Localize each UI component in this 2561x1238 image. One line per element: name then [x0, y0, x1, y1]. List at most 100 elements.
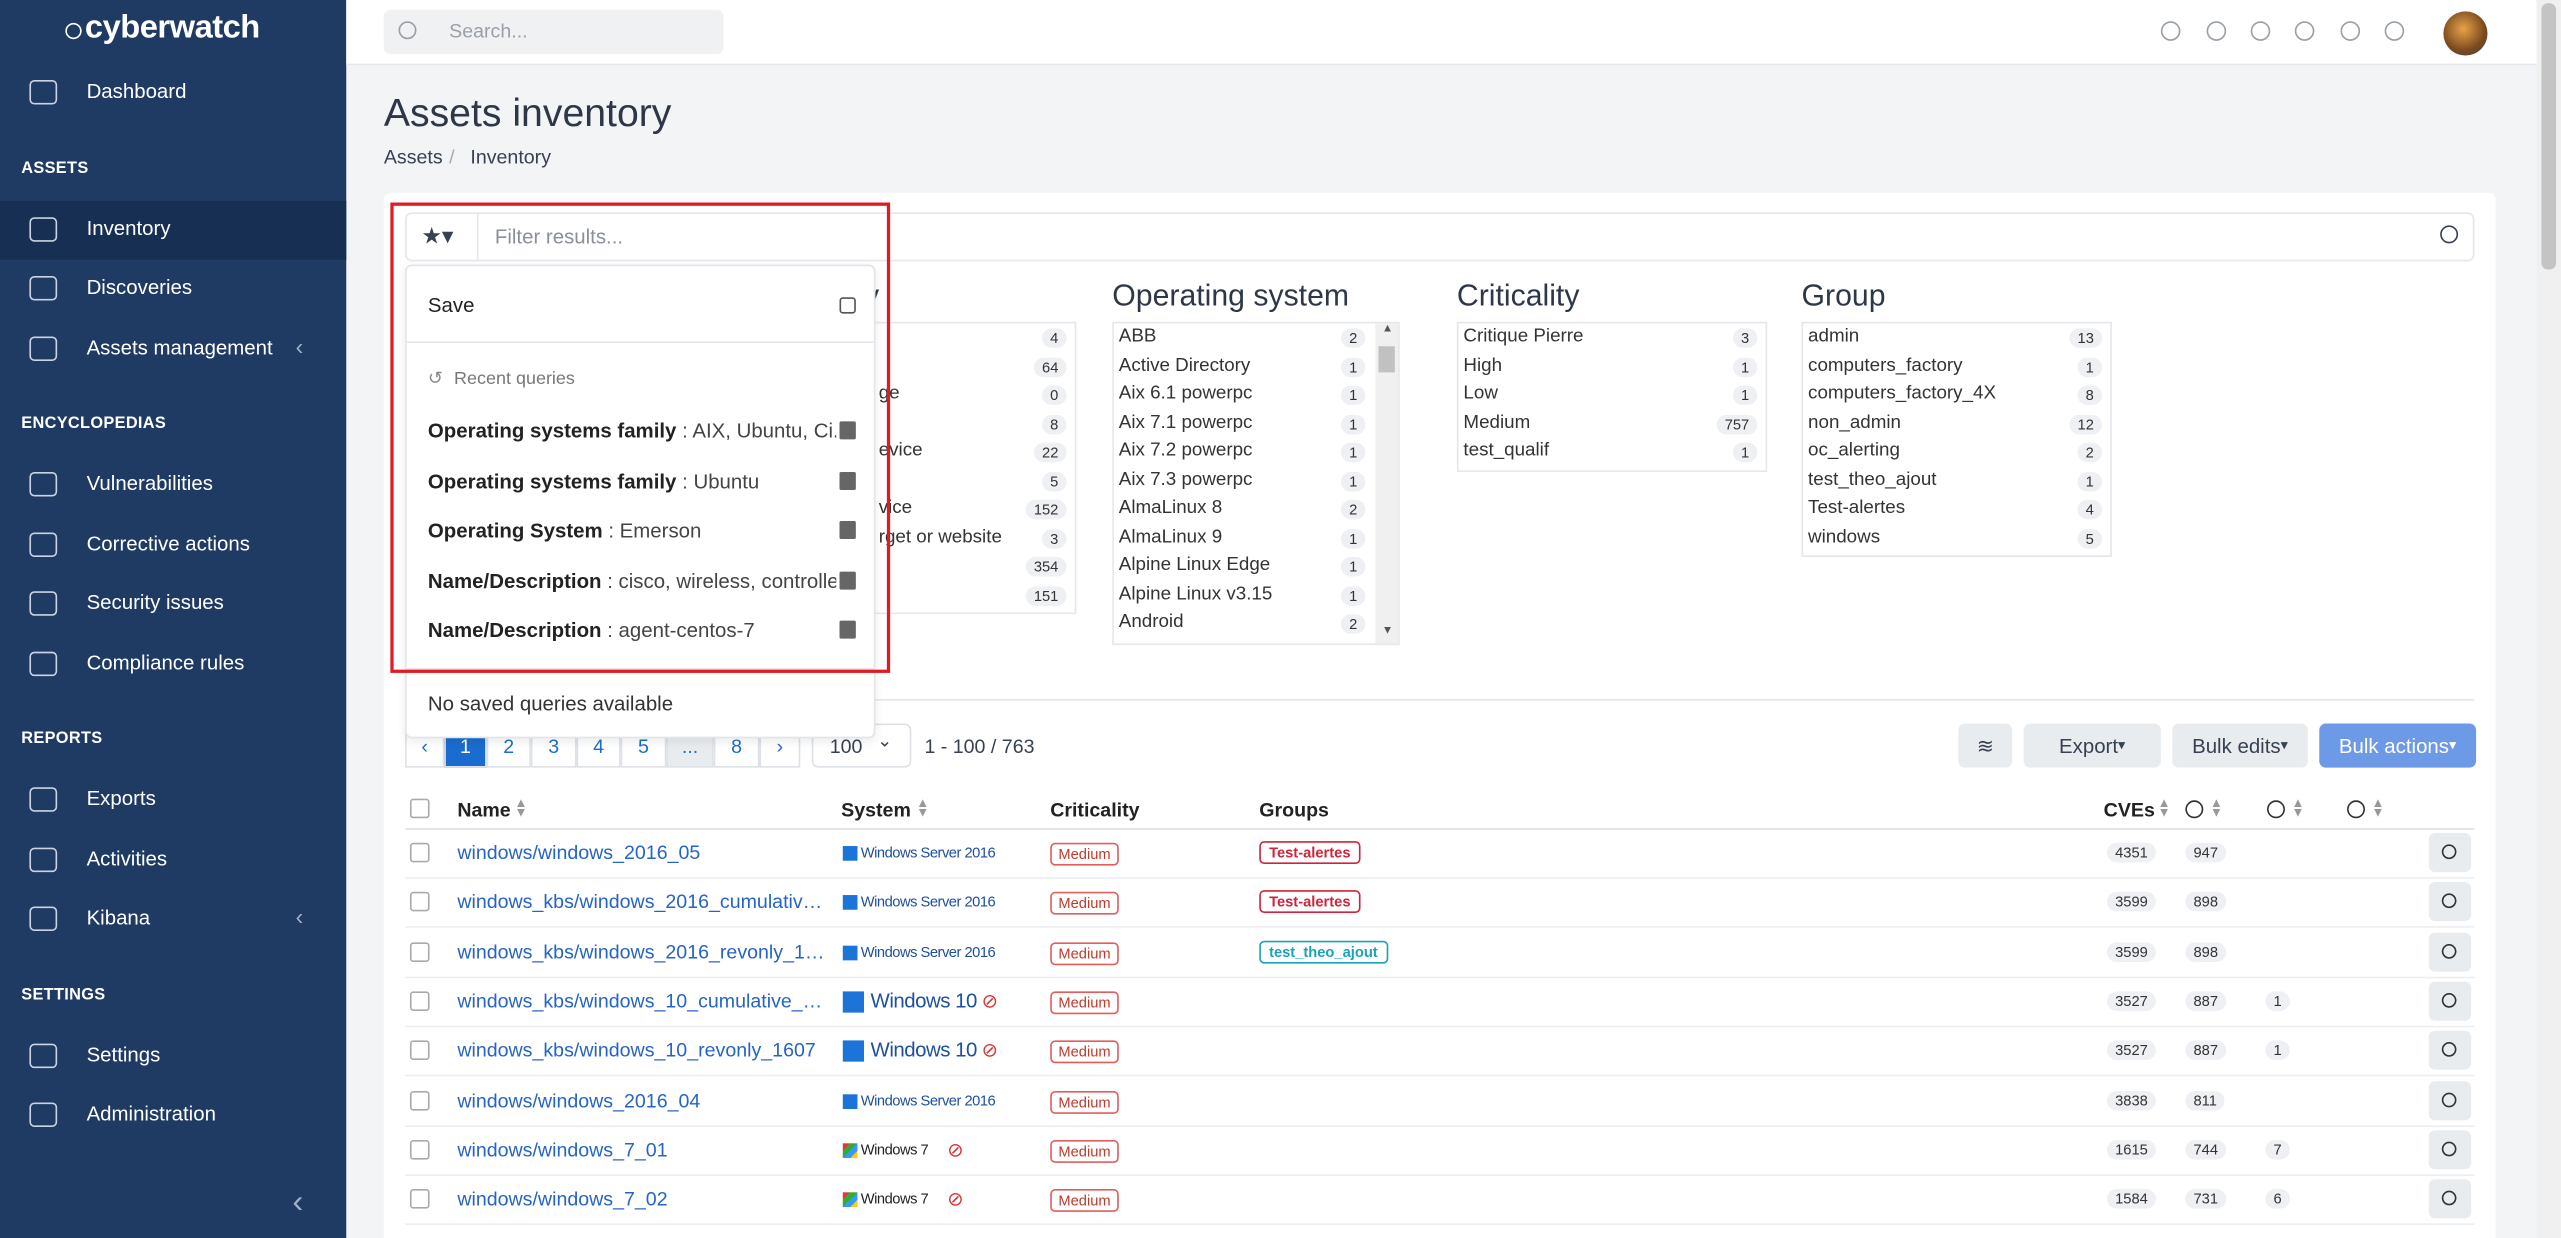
- delete-icon[interactable]: [839, 471, 856, 490]
- asset-name[interactable]: windows/windows_7_02: [457, 1187, 668, 1211]
- nav-item[interactable]: Discoveries: [86, 276, 193, 299]
- recent-query[interactable]: Operating System : Emerson: [428, 520, 836, 543]
- facet-label[interactable]: AlmaLinux 8: [1118, 498, 1223, 518]
- nav-item[interactable]: Administration: [86, 1102, 216, 1126]
- facet-label[interactable]: oc_alerting: [1808, 440, 1900, 461]
- facet-label[interactable]: computers_factory: [1808, 355, 1963, 375]
- query-field: Name/Description: [427, 619, 608, 643]
- facet-label[interactable]: Low: [1463, 383, 1498, 404]
- avatar[interactable]: [2443, 11, 2488, 56]
- facet-label[interactable]: ge: [878, 383, 900, 404]
- top-icon: [2160, 21, 2181, 41]
- recent-query[interactable]: Name/Description : agent-centos-7: [428, 620, 836, 643]
- facet-label[interactable]: Alpine Linux v3.15: [1118, 583, 1273, 604]
- breadcrumb[interactable]: Assets: [383, 145, 443, 169]
- facet-label[interactable]: High: [1463, 355, 1503, 375]
- facet-count: 1: [1340, 414, 1366, 434]
- nav-icon: [29, 787, 58, 812]
- nav-item[interactable]: Kibana: [86, 906, 151, 930]
- facet-label[interactable]: Aix 6.1 powerpc: [1118, 383, 1253, 404]
- nav-active: [0, 200, 347, 260]
- query-field: Operating systems family: [427, 469, 683, 493]
- nav-item[interactable]: Exports: [86, 787, 156, 811]
- delete-icon[interactable]: [839, 521, 856, 540]
- filter-search-icon: [2440, 225, 2459, 244]
- facet-label[interactable]: test_theo_ajout: [1808, 469, 1937, 490]
- facet-label[interactable]: Medium: [1463, 412, 1531, 433]
- facet-label[interactable]: Android: [1118, 612, 1184, 633]
- facet-label[interactable]: ABB: [1118, 326, 1157, 347]
- page-range: 1 - 100 / 763: [924, 734, 1035, 758]
- facet-label[interactable]: Aix 7.3 powerpc: [1118, 469, 1253, 490]
- star-button[interactable]: ★▾: [407, 213, 479, 260]
- asset-name[interactable]: windows/windows_2016_04: [457, 1088, 701, 1112]
- layers-button[interactable]: ≋: [1958, 723, 2013, 768]
- top-icon: [2206, 21, 2227, 41]
- facet-label[interactable]: windows: [1808, 526, 1881, 547]
- facet-label[interactable]: Alpine Linux Edge: [1118, 555, 1271, 575]
- save-icon: [839, 297, 856, 314]
- score: 898: [2185, 941, 2227, 962]
- nav-item[interactable]: Inventory: [86, 216, 171, 240]
- facet-label[interactable]: evice: [878, 440, 923, 461]
- nav-item[interactable]: Activities: [86, 846, 168, 870]
- toolbar-button[interactable]: Bulk actions ▾: [2319, 723, 2477, 768]
- nav-item[interactable]: Dashboard: [86, 80, 187, 103]
- group-badge[interactable]: Test-alertes: [1259, 841, 1361, 865]
- nav-icon: [29, 1102, 58, 1127]
- facet-label[interactable]: rget or website: [878, 526, 1002, 547]
- facet-count: 1: [1340, 442, 1366, 463]
- nav-item[interactable]: Corrective actions: [86, 531, 250, 555]
- recent-query[interactable]: Name/Description : cisco, wireless, cont…: [428, 570, 836, 593]
- nav-item[interactable]: Compliance rules: [86, 650, 245, 674]
- group-badge[interactable]: test_theo_ajout: [1259, 940, 1388, 963]
- asset-name[interactable]: windows_kbs/windows_2016_cumulative_...: [457, 890, 830, 914]
- asset-name[interactable]: windows/windows_2016_05: [457, 841, 701, 865]
- column-header[interactable]: Groups: [1259, 798, 1329, 822]
- checkbox: [409, 941, 430, 962]
- nav-icon: [29, 591, 58, 616]
- facet-label[interactable]: Test-alertes: [1808, 498, 1906, 518]
- facet-label[interactable]: non_admin: [1808, 412, 1901, 433]
- asset-name[interactable]: windows/windows_7_01: [457, 1138, 668, 1161]
- recent-query[interactable]: Operating systems family : AIX, Ubuntu, …: [428, 420, 836, 443]
- delete-icon[interactable]: [839, 621, 856, 640]
- facet-label[interactable]: test_qualif: [1463, 440, 1550, 461]
- group-badge[interactable]: Test-alertes: [1259, 890, 1361, 914]
- facet-label[interactable]: computers_factory_4X: [1808, 383, 1996, 404]
- asset-name[interactable]: windows_kbs/windows_2016_revonly_143...: [457, 940, 830, 963]
- asset-name[interactable]: windows_kbs/windows_10_cumulative_16...: [457, 989, 830, 1013]
- column-header[interactable]: System: [841, 798, 911, 822]
- column-header[interactable]: CVEs: [2103, 798, 2155, 822]
- search-box[interactable]: [383, 9, 724, 54]
- facet-label[interactable]: Aix 7.1 powerpc: [1118, 412, 1253, 433]
- facet-label[interactable]: Critique Pierre: [1463, 326, 1584, 347]
- delete-icon[interactable]: [839, 421, 856, 440]
- sort-icon: ▲ ▼: [916, 795, 930, 820]
- facet-label[interactable]: admin: [1808, 326, 1860, 347]
- toolbar-button[interactable]: Export ▾: [2023, 723, 2161, 768]
- criticality: Medium: [1050, 1090, 1119, 1114]
- column-header[interactable]: Criticality: [1050, 798, 1140, 822]
- nav-item[interactable]: Settings: [86, 1042, 161, 1066]
- caret: ▾: [2280, 736, 2289, 753]
- sidebar: cyberwatch Dashboard ASSETS Inventory Discov…: [0, 0, 347, 1238]
- asset-name[interactable]: windows_kbs/windows_10_revonly_1607: [457, 1039, 816, 1062]
- facet-label[interactable]: AlmaLinux 9: [1118, 526, 1223, 547]
- recent-query[interactable]: Operating systems family : Ubuntu: [428, 470, 836, 493]
- nav-item[interactable]: Security issues: [86, 591, 224, 615]
- row-border: [405, 1223, 2475, 1226]
- save-item[interactable]: Save: [427, 293, 475, 317]
- facet-label[interactable]: Aix 7.2 powerpc: [1118, 440, 1253, 461]
- facet-label[interactable]: vice: [878, 498, 913, 518]
- toolbar-button[interactable]: Bulk edits ▾: [2172, 723, 2308, 768]
- nav-item[interactable]: Vulnerabilities: [86, 472, 213, 495]
- filter-placeholder: Filter results...: [494, 225, 624, 249]
- delete-icon[interactable]: [839, 571, 856, 590]
- facet-count: 2: [1340, 328, 1366, 348]
- column-header[interactable]: Name: [457, 798, 511, 822]
- nav-icon: [29, 276, 58, 301]
- query-value: : Ubuntu: [682, 469, 760, 493]
- nav-item[interactable]: Assets management: [86, 335, 273, 359]
- facet-label[interactable]: Active Directory: [1118, 355, 1251, 375]
